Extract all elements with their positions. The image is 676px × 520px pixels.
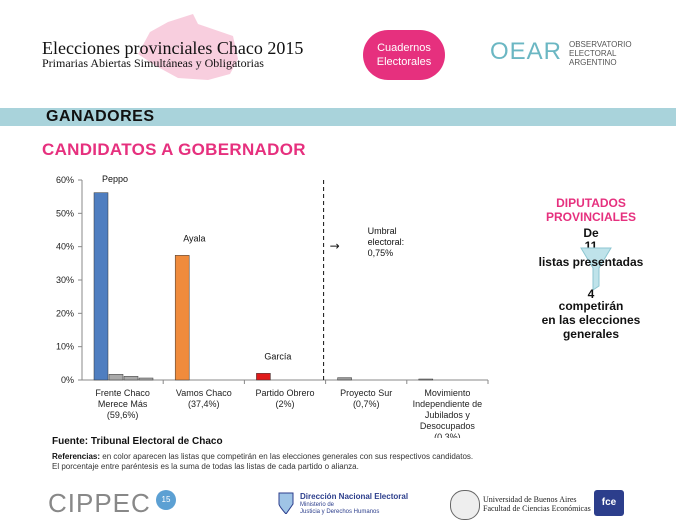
y-tick-label: 10% — [56, 342, 74, 352]
side-count-compete: 4 — [587, 287, 595, 301]
cippec-15-badge: 15 — [156, 490, 176, 510]
candidate-label: García — [264, 351, 291, 361]
bar — [93, 192, 109, 381]
side-lists-label: listas presentadas — [538, 255, 644, 269]
funnel-icon — [580, 247, 612, 291]
oear-logo: OEAR — [490, 38, 563, 65]
page-subtitle: Primarias Abiertas Simultáneas y Obligat… — [42, 56, 264, 70]
dne-shield-icon — [278, 492, 294, 514]
uba-text: Universidad de Buenos Aires Facultad de … — [483, 495, 591, 513]
side-diputados: DIPUTADOS — [556, 196, 626, 210]
dne-subtitle: Ministerio de Justicia y Derechos Humano… — [300, 502, 380, 515]
y-tick-label: 50% — [56, 208, 74, 218]
category-label: Partido Obrero — [255, 388, 314, 398]
section-title: CANDIDATOS A GOBERNADOR — [42, 140, 306, 159]
cuadernos-electorales-badge[interactable]: Cuadernos Electorales — [363, 30, 445, 80]
category-label: (0,3%) — [434, 432, 461, 438]
category-label: Merece Más — [98, 399, 148, 409]
bar — [418, 378, 434, 381]
bar — [256, 373, 271, 381]
oear-text: OBSERVATORIO ELECTORAL ARGENTINO — [569, 40, 632, 67]
y-tick-label: 20% — [56, 308, 74, 318]
chaco-map-shape — [138, 14, 238, 80]
dne-title: Dirección Nacional Electoral — [300, 492, 409, 501]
category-label: Vamos Chaco — [176, 388, 232, 398]
y-tick-label: 30% — [56, 275, 74, 285]
fce-logo: fce — [594, 490, 624, 516]
threshold-label: electoral: — [368, 237, 405, 247]
page-title: Elecciones provinciales Chaco 2015 — [42, 38, 304, 58]
threshold-arrow-icon: → — [330, 239, 340, 253]
y-tick-label: 40% — [56, 242, 74, 252]
category-label: Independiente de — [413, 399, 483, 409]
candidate-label: Peppo — [102, 174, 128, 184]
threshold-label: 0,75% — [368, 248, 394, 258]
y-tick-label: 0% — [61, 375, 74, 385]
category-label: Movimiento — [424, 388, 470, 398]
candidate-label: Ayala — [183, 233, 205, 243]
category-label: Desocupados — [420, 421, 476, 431]
bar — [174, 255, 190, 381]
band-label: GANADORES — [46, 108, 155, 125]
category-label: (59,6%) — [107, 410, 139, 420]
side-compete-1: competirán — [558, 299, 624, 313]
cippec-logo: CIPPEC — [48, 488, 151, 518]
bar — [138, 377, 154, 381]
y-tick-label: 60% — [56, 175, 74, 185]
side-de: De — [583, 226, 599, 240]
category-label: (0,7%) — [353, 399, 380, 409]
category-label: (37,4%) — [188, 399, 220, 409]
category-label: Frente Chaco — [95, 388, 150, 398]
category-label: Proyecto Sur — [340, 388, 392, 398]
section-band — [0, 108, 676, 126]
side-compete-2: en las elecciones — [541, 313, 641, 327]
bar — [123, 376, 139, 381]
uba-seal-icon — [450, 490, 480, 520]
side-provinciales: PROVINCIALES — [545, 210, 636, 224]
category-label: (2%) — [275, 399, 294, 409]
bar — [108, 374, 124, 381]
references-note: Referencias: en color aparecen las lista… — [52, 452, 474, 471]
source-note: Fuente: Tribunal Electoral de Chaco — [52, 436, 223, 447]
category-label: Jubilados y — [425, 410, 471, 420]
threshold-label: Umbral — [368, 226, 397, 236]
side-compete-3: generales — [562, 327, 620, 341]
bar — [337, 377, 352, 381]
bar-chart: 0% 10% 20% 30% 40% 50% 60% Peppo Ayala García Fr… — [56, 174, 489, 438]
